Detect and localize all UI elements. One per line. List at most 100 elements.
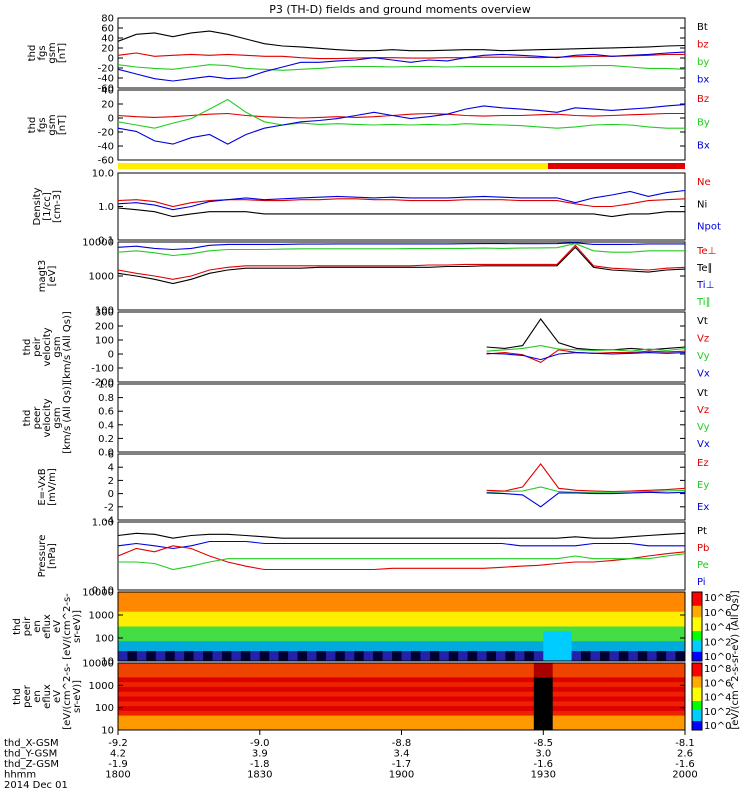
x-tick-value: 2000	[672, 770, 697, 781]
spectrogram-cell	[288, 725, 298, 731]
spectrogram-cell	[410, 621, 421, 627]
spectrogram-cell	[174, 696, 185, 702]
spectrogram-cell	[486, 636, 497, 642]
spectrogram-cell	[203, 641, 213, 647]
spectrogram-cell	[184, 616, 195, 622]
spectrogram-cell	[439, 626, 450, 632]
colorbar-cell	[692, 725, 702, 729]
spectrogram-cell	[505, 631, 516, 637]
spectrogram-cell	[316, 720, 327, 726]
spectrogram-cell	[675, 636, 686, 642]
spectrogram-cell	[505, 651, 516, 657]
spectrogram-cell	[259, 636, 270, 642]
spectrogram-cell	[590, 651, 601, 657]
spectrogram-cell	[429, 672, 440, 678]
spectrogram-cell	[155, 606, 166, 613]
spectrogram-cell	[656, 677, 667, 683]
spectrogram-cell	[505, 706, 516, 712]
spectrogram-cell	[420, 601, 431, 608]
spectrogram-cell	[514, 626, 525, 632]
colorbar-cell	[692, 654, 702, 657]
spectrogram-cell	[325, 696, 336, 702]
spectrogram-cell	[439, 686, 450, 693]
spectrogram-cell	[127, 725, 138, 731]
spectrogram-cell	[439, 696, 450, 702]
colorbar-cell	[692, 723, 702, 726]
spectrogram-cell	[600, 631, 610, 637]
spectrogram-cell	[231, 631, 242, 637]
spectrogram-cell	[609, 706, 620, 712]
spectrogram-cell	[552, 636, 563, 642]
spectrogram-cell	[127, 631, 138, 637]
spectrogram-cell	[325, 646, 336, 652]
spectrogram-cell	[307, 706, 317, 712]
spectrogram-cell	[269, 646, 280, 652]
spectrogram-cell	[231, 592, 242, 598]
spectrogram-cell	[609, 672, 620, 678]
spectrogram-cell	[429, 601, 440, 608]
y-tick-label: -20	[98, 64, 114, 75]
spectrogram-cell	[666, 691, 676, 697]
spectrogram-cell	[628, 710, 639, 717]
spectrogram-cell	[118, 696, 128, 702]
spectrogram-cell	[221, 592, 232, 598]
series-line-Bt	[117, 30, 686, 52]
spectrogram-cell	[155, 672, 166, 678]
spectrogram-cell	[146, 663, 157, 669]
spectrogram-cell	[363, 706, 374, 712]
spectrogram-cell	[571, 715, 582, 721]
y-axis-label: en	[32, 620, 43, 633]
spectrogram-cell	[335, 641, 346, 647]
spectrogram-cell	[581, 621, 591, 627]
spectrogram-cell	[184, 626, 195, 632]
spectrogram-cell	[297, 682, 308, 688]
spectrogram-cell	[155, 682, 166, 688]
spectrogram-cell	[259, 601, 270, 608]
spectrogram-cell	[307, 621, 317, 627]
y-tick-label: 1.0	[98, 202, 114, 213]
spectrogram-cell	[307, 606, 317, 613]
spectrogram-cell	[401, 710, 412, 717]
spectrogram-cell	[467, 706, 478, 712]
spectrogram-cell	[250, 720, 261, 726]
spectrogram-cell	[420, 596, 431, 603]
spectrogram-cell	[477, 636, 487, 642]
spectrogram-cell	[193, 621, 204, 627]
spectrogram-cell	[505, 636, 516, 642]
spectrogram-cell	[448, 725, 459, 731]
spectrogram-cell	[429, 606, 440, 613]
spectrogram-cell	[533, 621, 544, 627]
spectrogram-cell	[392, 596, 402, 603]
legend-by: by	[697, 57, 709, 68]
spectrogram-cell	[458, 686, 469, 693]
spectrogram-cell	[656, 646, 667, 652]
spectrogram-cell	[543, 656, 554, 662]
spectrogram-cell	[647, 696, 658, 702]
spectrogram-cell	[307, 631, 317, 637]
spectrogram-cell	[514, 677, 525, 683]
spectrogram-cell	[136, 686, 147, 693]
spectrogram-cell	[562, 672, 572, 678]
spectrogram-cell	[552, 621, 563, 627]
spectrogram-cell	[259, 682, 270, 688]
spectrogram-cell	[524, 621, 535, 627]
y-axis-label: eV	[52, 620, 63, 633]
spectrogram-cell	[363, 696, 374, 702]
spectrogram-cell	[392, 682, 402, 688]
spectrogram-cell	[410, 686, 421, 693]
spectrogram-cell	[581, 696, 591, 702]
spectrogram-cell	[231, 677, 242, 683]
spectrogram-cell	[410, 646, 421, 652]
spectrogram-cell	[496, 601, 506, 608]
spectrogram-cell	[382, 626, 393, 632]
spectrogram-cell	[514, 715, 525, 721]
colorbar-cell	[692, 727, 702, 731]
y-tick-label: 0.1	[98, 236, 114, 247]
spectrogram-cell	[496, 701, 506, 707]
spectrogram-cell	[666, 706, 676, 712]
y-axis-label: thd	[22, 410, 33, 427]
spectrogram-cell	[165, 663, 176, 669]
colorbar-cell	[692, 663, 702, 666]
spectrogram-cell	[429, 592, 440, 598]
y-tick-label: 0	[108, 350, 114, 361]
